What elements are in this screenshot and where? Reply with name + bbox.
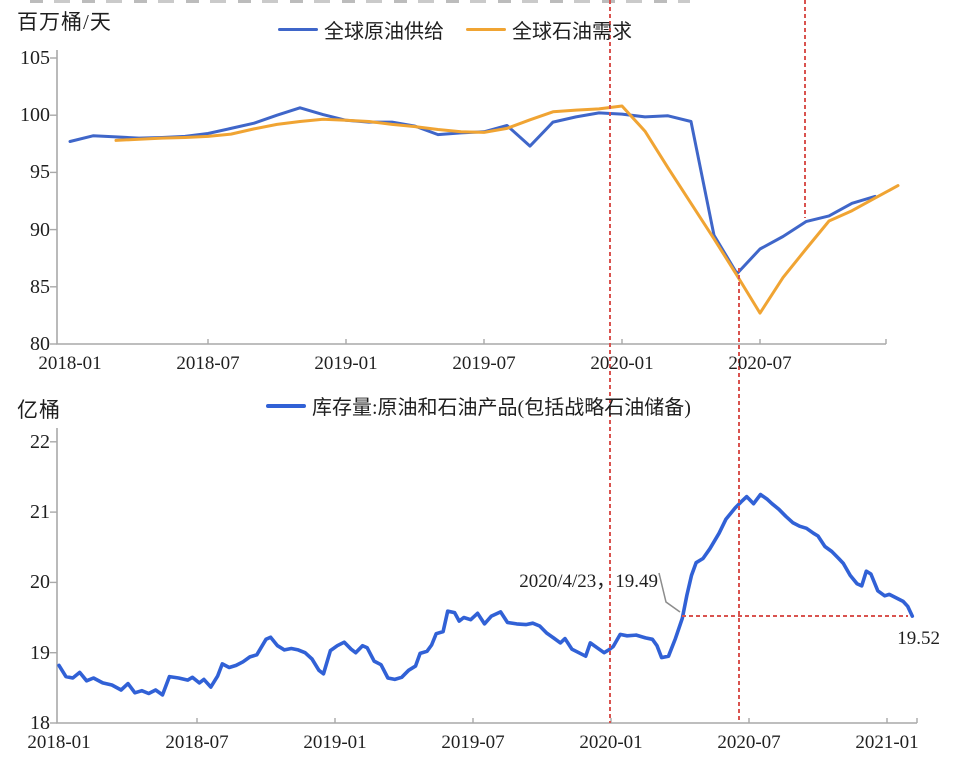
inventory-callout-2020-04-23: 2020/4/23，19.49 (519, 571, 658, 592)
cropped-title-artifact (30, 0, 690, 3)
x-tick-label: 2019-07 (441, 732, 505, 753)
x-tick-label: 2019-01 (314, 353, 378, 374)
legend-item-inventory: 库存量:原油和石油产品(包括战略石油储备) (266, 391, 691, 420)
y-tick-label: 90 (30, 218, 50, 241)
inventory-legend-line-icon (266, 403, 306, 408)
y-tick-label: 18 (30, 712, 50, 734)
supply-legend-label: 全球原油供给 (324, 21, 444, 43)
legend-item-supply: 全球原油供给 (278, 15, 444, 44)
supply-legend-line-icon (278, 28, 318, 31)
top-chart-legend: 全球原油供给 全球石油需求 (278, 15, 632, 44)
y-tick-label: 80 (30, 333, 50, 355)
x-tick-label: 2019-01 (303, 732, 367, 753)
callout-leader-line (658, 572, 681, 613)
axis-global-oil-supply-demand (56, 50, 886, 345)
legend-item-demand: 全球石油需求 (466, 15, 632, 44)
x-tick-label: 2018-07 (176, 353, 240, 374)
demand-legend-label: 全球石油需求 (512, 21, 632, 43)
y-tick-label: 20 (30, 571, 50, 594)
x-tick-label: 2018-07 (165, 732, 229, 753)
y-tick-label: 105 (20, 47, 50, 69)
bottom-chart-unit-label: 亿桶 (17, 398, 61, 422)
x-tick-label: 2020-07 (728, 353, 792, 374)
y-tick-label: 19 (30, 641, 50, 664)
y-tick-label: 100 (20, 104, 50, 127)
x-tick-label: 2018-01 (27, 732, 91, 753)
x-tick-label: 2019-07 (452, 353, 516, 374)
y-tick-label: 85 (30, 275, 50, 298)
x-tick-label: 2018-01 (38, 353, 102, 374)
demand-legend-line-icon (466, 28, 506, 31)
x-tick-label: 2020-07 (717, 732, 781, 753)
y-tick-label: 22 (30, 430, 50, 453)
inventory-legend-label: 库存量:原油和石油产品(包括战略石油储备) (312, 397, 691, 419)
y-tick-label: 21 (30, 501, 50, 524)
bottom-chart-legend: 库存量:原油和石油产品(包括战略石油储备) (266, 391, 691, 420)
x-tick-label: 2020-01 (590, 353, 654, 374)
x-tick-label: 2020-01 (579, 732, 643, 753)
inventory-end-value-label: 19.52 (897, 628, 940, 649)
x-tick-label: 2021-01 (855, 732, 919, 753)
series-line-oil-inventory-0 (57, 492, 915, 697)
series-line-global-oil-supply-demand-1 (114, 104, 900, 315)
y-tick-label: 95 (30, 161, 50, 184)
top-chart-unit-label: 百万桶/天 (17, 10, 112, 34)
